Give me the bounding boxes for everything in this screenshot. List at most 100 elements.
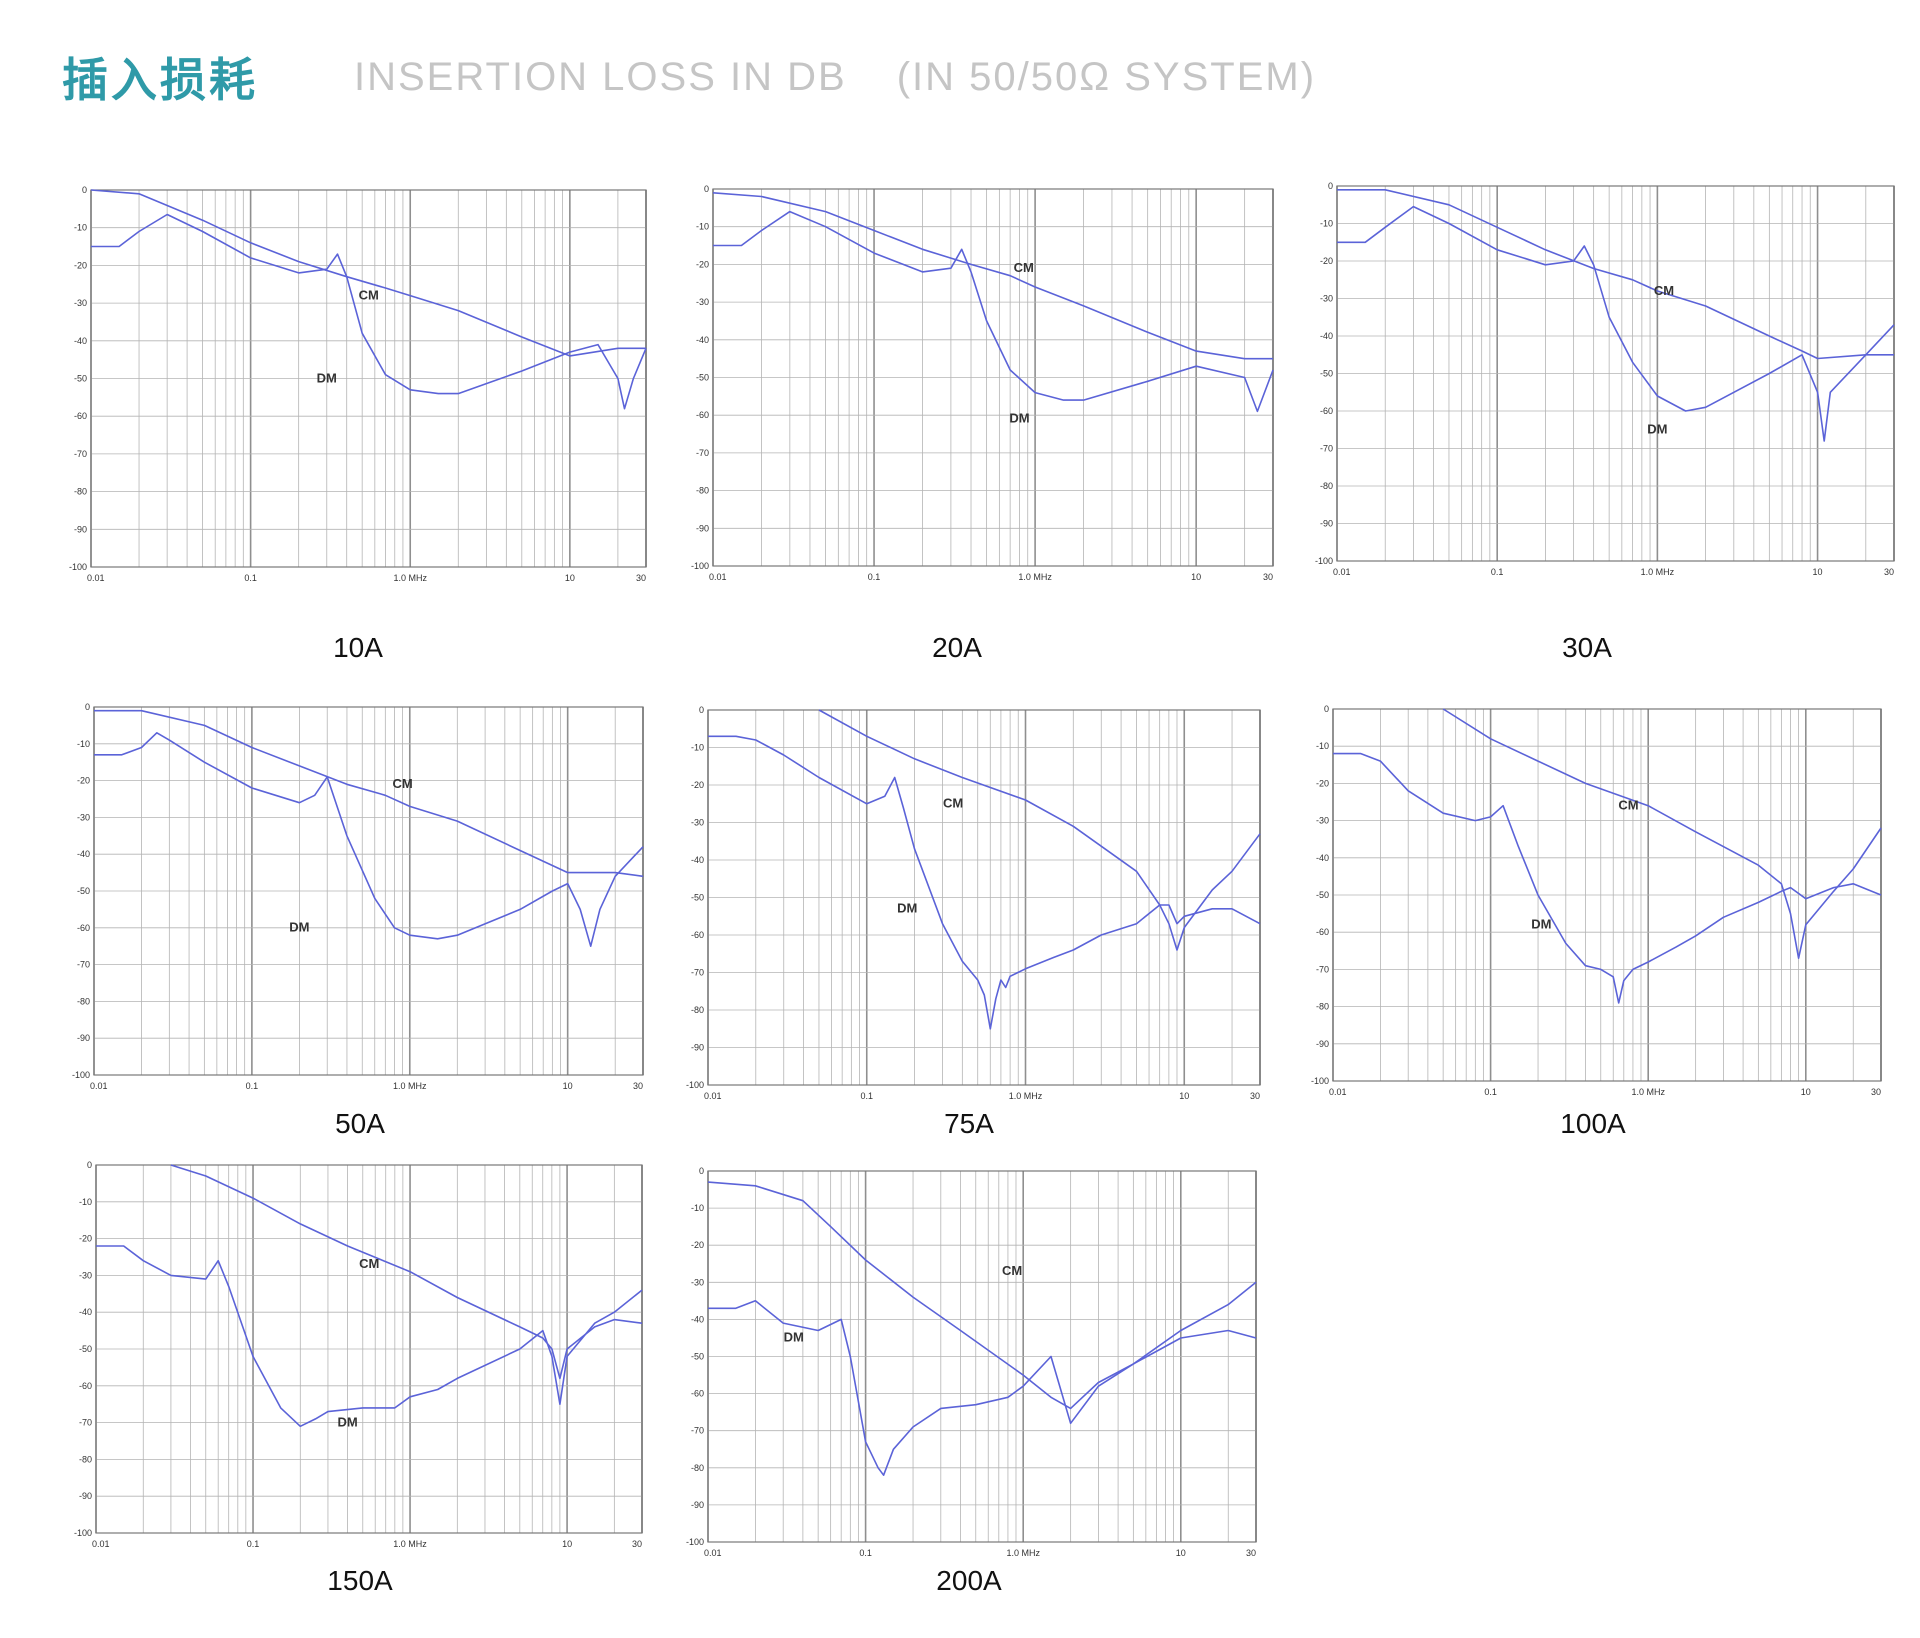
y-tick-label: -100 bbox=[74, 1528, 92, 1538]
y-tick-label: -70 bbox=[1316, 964, 1329, 974]
y-tick-label: -70 bbox=[79, 1418, 92, 1428]
x-tick-label: 1.0 MHz bbox=[393, 1539, 427, 1549]
plot-frame bbox=[1336, 185, 1895, 562]
y-tick-label: -80 bbox=[1316, 1002, 1329, 1012]
y-tick-label: -50 bbox=[79, 1344, 92, 1354]
title-en-suffix: (IN 50/50Ω SYSTEM) bbox=[896, 55, 1317, 99]
y-tick-label: -40 bbox=[74, 336, 87, 346]
y-tick-label: -60 bbox=[696, 410, 709, 420]
chart-caption: 200A bbox=[936, 1565, 1002, 1596]
y-tick-label: -10 bbox=[696, 222, 709, 232]
x-tick-label: 1.0 MHz bbox=[393, 573, 427, 583]
y-tick-label: -50 bbox=[691, 1352, 704, 1362]
plot-frame bbox=[707, 709, 1261, 1086]
y-tick-label: -30 bbox=[1316, 816, 1329, 826]
x-tick-label: 0.1 bbox=[247, 1539, 260, 1549]
y-tick-label: -30 bbox=[1320, 294, 1333, 304]
y-tick-label: -50 bbox=[1320, 369, 1333, 379]
y-tick-label: -100 bbox=[686, 1537, 704, 1547]
x-tick-label: 10 bbox=[1801, 1087, 1811, 1097]
y-tick-label: -10 bbox=[1316, 741, 1329, 751]
series-line-cm bbox=[1337, 189, 1894, 360]
y-tick-label: -60 bbox=[691, 1389, 704, 1399]
y-tick-label: -70 bbox=[691, 968, 704, 978]
x-tick-label: 0.01 bbox=[704, 1548, 722, 1558]
y-tick-label: -20 bbox=[74, 260, 87, 270]
page-title-en: INSERTION LOSS IN DB (IN 50/50Ω SYSTEM) bbox=[354, 55, 1316, 100]
y-tick-label: -100 bbox=[691, 561, 709, 571]
series-label-dm: DM bbox=[784, 1330, 804, 1345]
y-tick-label: -80 bbox=[691, 1005, 704, 1015]
series-line-dm bbox=[1333, 752, 1882, 1004]
series-line-cm bbox=[90, 189, 646, 357]
x-tick-label: 10 bbox=[563, 1081, 573, 1091]
series-line-dm bbox=[94, 732, 644, 947]
x-tick-label: 30 bbox=[632, 1539, 642, 1549]
y-tick-label: -40 bbox=[691, 1314, 704, 1324]
y-tick-label: -70 bbox=[74, 449, 87, 459]
y-tick-label: -80 bbox=[691, 1463, 704, 1473]
y-tick-label: -60 bbox=[1320, 406, 1333, 416]
y-tick-label: -80 bbox=[1320, 481, 1333, 491]
y-tick-label: -80 bbox=[696, 486, 709, 496]
y-tick-label: -80 bbox=[74, 487, 87, 497]
series-label-dm: DM bbox=[897, 901, 917, 916]
series-line-cm bbox=[1442, 708, 1882, 959]
x-tick-label: 0.01 bbox=[704, 1091, 722, 1101]
y-tick-label: 0 bbox=[82, 185, 87, 195]
y-tick-label: -50 bbox=[1316, 890, 1329, 900]
y-tick-label: -80 bbox=[79, 1454, 92, 1464]
y-tick-label: -40 bbox=[77, 849, 90, 859]
x-tick-label: 1.0 MHz bbox=[1641, 567, 1675, 577]
series-line-cm bbox=[712, 192, 1273, 360]
series-line-dm bbox=[708, 1281, 1257, 1476]
y-tick-label: -40 bbox=[696, 335, 709, 345]
y-tick-label: -100 bbox=[1311, 1076, 1329, 1086]
y-tick-label: -90 bbox=[691, 1043, 704, 1053]
series-label-cm: CM bbox=[392, 776, 412, 791]
y-tick-label: 0 bbox=[704, 184, 709, 194]
series-line-cm bbox=[94, 709, 644, 878]
series-label-dm: DM bbox=[337, 1414, 357, 1429]
title-en-main: INSERTION LOSS IN DB bbox=[354, 55, 847, 99]
y-tick-label: 0 bbox=[1324, 704, 1329, 714]
x-tick-label: 30 bbox=[633, 1081, 643, 1091]
series-label-cm: CM bbox=[943, 796, 963, 811]
y-tick-label: 0 bbox=[699, 705, 704, 715]
x-tick-label: 0.1 bbox=[860, 1091, 873, 1101]
chart-caption: 30A bbox=[1562, 632, 1612, 663]
y-tick-label: -30 bbox=[691, 818, 704, 828]
x-tick-label: 0.01 bbox=[1329, 1087, 1347, 1097]
y-tick-label: -20 bbox=[1320, 256, 1333, 266]
y-tick-label: -10 bbox=[79, 1197, 92, 1207]
y-tick-label: 0 bbox=[85, 702, 90, 712]
y-tick-label: -10 bbox=[1320, 219, 1333, 229]
series-line-cm bbox=[170, 1164, 643, 1380]
y-tick-label: -90 bbox=[691, 1500, 704, 1510]
y-tick-label: -40 bbox=[79, 1307, 92, 1317]
y-tick-label: -50 bbox=[77, 886, 90, 896]
x-tick-label: 0.01 bbox=[709, 572, 727, 582]
x-tick-label: 0.1 bbox=[1491, 567, 1504, 577]
y-tick-label: -20 bbox=[691, 1240, 704, 1250]
y-tick-label: -70 bbox=[1320, 444, 1333, 454]
series-label-dm: DM bbox=[1009, 411, 1029, 426]
y-tick-label: -40 bbox=[1320, 331, 1333, 341]
y-tick-label: -60 bbox=[77, 923, 90, 933]
x-tick-label: 0.01 bbox=[87, 573, 105, 583]
y-tick-label: -70 bbox=[691, 1426, 704, 1436]
x-tick-label: 30 bbox=[1871, 1087, 1881, 1097]
y-tick-label: -20 bbox=[77, 776, 90, 786]
y-tick-label: -70 bbox=[77, 960, 90, 970]
x-tick-label: 1.0 MHz bbox=[1631, 1087, 1665, 1097]
x-tick-label: 30 bbox=[1250, 1091, 1260, 1101]
y-tick-label: -20 bbox=[79, 1234, 92, 1244]
plot-frame bbox=[95, 1164, 643, 1534]
series-line-cm bbox=[818, 709, 1261, 951]
x-tick-label: 0.01 bbox=[1333, 567, 1351, 577]
x-tick-label: 10 bbox=[1176, 1548, 1186, 1558]
